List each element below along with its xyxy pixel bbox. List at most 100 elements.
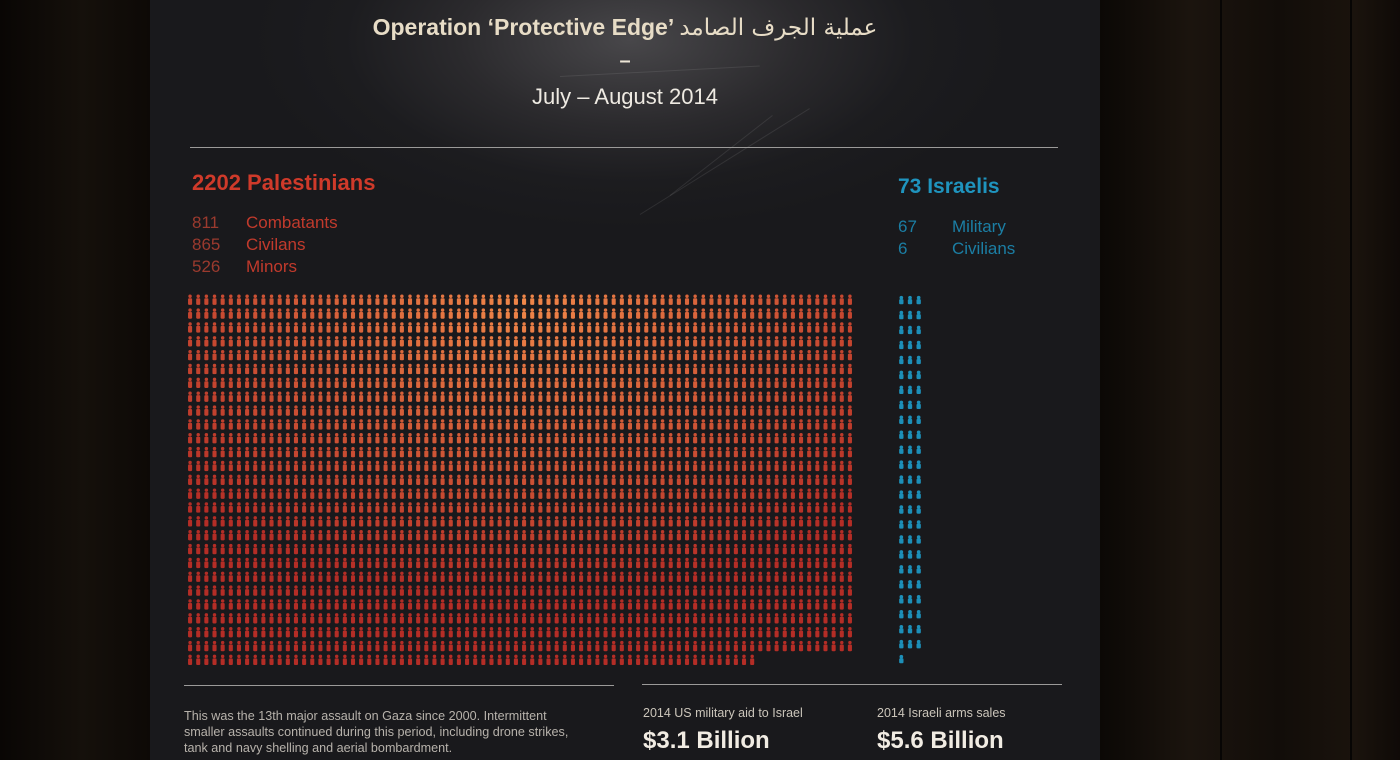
person-icon — [293, 322, 299, 333]
person-icon — [505, 599, 510, 610]
person-icon — [554, 405, 559, 416]
person-icon — [334, 433, 339, 444]
person-icon — [399, 460, 404, 472]
person-icon — [350, 322, 356, 333]
person-icon — [269, 308, 274, 319]
person-icon — [310, 557, 315, 569]
person-icon — [619, 419, 624, 430]
person-icon — [839, 474, 844, 485]
person-icon — [668, 530, 673, 541]
person-icon — [847, 433, 852, 444]
person-icon — [236, 654, 241, 666]
person-icon — [899, 490, 904, 499]
person-icon — [538, 391, 543, 402]
person-icon — [407, 640, 413, 652]
person-icon — [750, 336, 755, 347]
person-icon — [741, 557, 747, 569]
person-icon — [277, 640, 282, 652]
person-icon — [554, 516, 559, 527]
person-icon — [424, 377, 429, 389]
person-icon — [570, 516, 575, 527]
person-icon — [196, 349, 201, 361]
person-icon — [416, 613, 421, 624]
person-icon — [538, 654, 543, 666]
person-icon — [456, 363, 461, 375]
breakdown-row: 526 Minors — [192, 256, 338, 278]
person-icon — [652, 336, 657, 347]
person-icon — [228, 349, 233, 361]
person-icon — [611, 363, 616, 375]
person-icon — [489, 377, 494, 389]
person-icon — [668, 654, 673, 666]
person-icon — [570, 377, 575, 389]
person-icon — [204, 460, 209, 472]
person-icon — [603, 502, 608, 513]
person-icon — [448, 405, 453, 416]
person-icon — [220, 613, 225, 624]
person-icon — [522, 377, 527, 389]
person-icon — [253, 557, 258, 569]
person-icon — [717, 585, 722, 596]
person-icon — [489, 349, 494, 361]
person-icon — [318, 516, 323, 527]
person-icon — [907, 295, 913, 305]
person-icon — [562, 557, 567, 569]
person-icon — [359, 654, 364, 666]
person-icon — [359, 599, 364, 610]
person-icon — [440, 585, 445, 596]
person-icon — [228, 446, 233, 458]
person-icon — [831, 557, 836, 569]
person-icon — [334, 585, 339, 596]
person-icon — [522, 446, 527, 458]
person-icon — [611, 433, 616, 444]
person-icon — [448, 460, 453, 472]
person-icon — [823, 502, 828, 513]
person-icon — [407, 613, 413, 624]
breakdown-number: 811 — [192, 213, 220, 232]
person-icon — [701, 405, 706, 416]
person-icon — [774, 363, 779, 375]
person-icon — [236, 336, 241, 347]
person-icon — [668, 571, 673, 582]
person-icon — [383, 640, 388, 652]
person-icon — [342, 543, 347, 555]
person-icon — [497, 460, 502, 472]
person-icon — [570, 502, 575, 513]
person-icon — [522, 585, 527, 596]
person-icon — [587, 502, 592, 513]
person-icon — [440, 654, 445, 666]
person-icon — [261, 363, 266, 375]
person-icon — [717, 557, 722, 569]
person-icon — [823, 640, 828, 652]
person-icon — [399, 626, 404, 638]
person-icon — [204, 349, 209, 361]
person-icon — [245, 322, 250, 333]
person-icon — [196, 474, 201, 485]
person-icon — [293, 419, 299, 430]
person-icon — [448, 391, 453, 402]
person-icon — [326, 474, 331, 485]
person-icon — [375, 349, 380, 361]
person-icon — [448, 599, 453, 610]
person-icon — [636, 294, 641, 305]
person-icon — [530, 433, 535, 444]
person-icon — [473, 488, 478, 499]
person-icon — [196, 336, 201, 347]
person-icon — [204, 336, 209, 347]
person-icon — [350, 349, 356, 361]
person-icon — [684, 543, 690, 555]
person-icon — [375, 640, 380, 652]
person-icon — [693, 654, 698, 666]
person-icon — [497, 585, 502, 596]
person-icon — [188, 405, 193, 416]
person-icon — [839, 626, 844, 638]
person-icon — [424, 585, 429, 596]
person-icon — [916, 505, 921, 514]
person-icon — [293, 488, 299, 499]
person-icon — [342, 405, 347, 416]
person-icon — [538, 446, 543, 458]
person-icon — [473, 474, 478, 485]
person-icon — [676, 599, 681, 610]
person-icon — [611, 640, 616, 652]
person-icon — [188, 363, 193, 375]
